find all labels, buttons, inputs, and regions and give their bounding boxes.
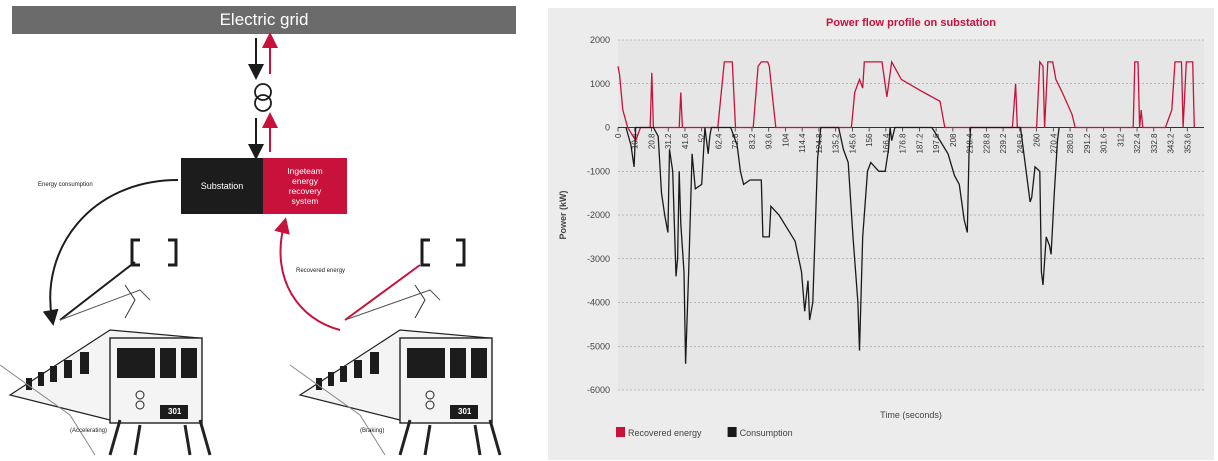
y-tick-label: -2000 (587, 210, 610, 220)
x-tick-label: 239.2 (999, 133, 1008, 154)
right-train-number: 301 (458, 407, 472, 416)
x-tick-label: 208 (949, 133, 958, 147)
x-tick-label: 260 (1033, 133, 1042, 147)
x-tick-label: 312 (1116, 133, 1125, 147)
transformer-icon (254, 83, 272, 112)
x-tick-label: 20.8 (647, 133, 656, 149)
y-tick-label: -5000 (587, 341, 610, 351)
recovery-line (344, 264, 421, 321)
series-line-recovered-energy (617, 59, 1195, 143)
diagram-graphics (0, 32, 502, 456)
x-tick-label: 197.6 (932, 133, 941, 154)
x-tick-label: 104 (781, 133, 790, 147)
x-tick-label: 83.2 (748, 133, 757, 149)
x-tick-label: 0 (614, 133, 623, 138)
consumption-arrow (42, 179, 179, 326)
x-axis-label: Time (seconds) (880, 410, 942, 420)
electric-grid-label: Electric grid (219, 10, 309, 29)
x-tick-label: 353.6 (1183, 133, 1192, 154)
x-tick-label: 301.6 (1100, 133, 1109, 154)
x-tick-label: 270.4 (1049, 133, 1058, 154)
left-train-caption: (Accelerating) (70, 428, 108, 434)
left-train-number: 301 (168, 407, 182, 416)
right-bracket-icon (420, 238, 466, 267)
recovered-energy-label: Recovered energy (296, 268, 346, 274)
x-tick-label: 291.2 (1083, 133, 1092, 154)
x-tick-label: 187.2 (915, 133, 924, 154)
x-tick-label: 322.4 (1133, 133, 1142, 154)
x-tick-label: 228.8 (982, 133, 991, 154)
x-tick-label: 31.2 (664, 133, 673, 149)
x-tick-label: 176.8 (899, 133, 908, 154)
x-tick-label: 156 (865, 133, 874, 147)
left-bracket-icon (130, 238, 178, 267)
legend-label: Consumption (740, 428, 793, 438)
x-tick-label: 41.6 (681, 133, 690, 149)
right-train-caption: (Braking) (360, 428, 385, 434)
legend-swatch (727, 427, 737, 437)
x-tick-label: 343.2 (1167, 133, 1176, 154)
energy-recovery-label: Ingeteam energy recovery system (287, 166, 323, 206)
chart-title: Power flow profile on substation (826, 17, 996, 29)
right-train-icon (289, 284, 502, 456)
x-tick-label: 52 (698, 133, 707, 142)
legend-swatch (616, 427, 625, 437)
recovery-arrow (274, 217, 341, 331)
y-tick-label: -3000 (587, 254, 610, 264)
x-tick-label: 62.4 (714, 133, 723, 149)
x-tick-label: 166.4 (882, 133, 891, 154)
energy-consumption-label: Energy consumption (38, 182, 93, 188)
x-tick-label: 93.6 (765, 133, 774, 149)
y-tick-label: 1000 (590, 79, 610, 89)
x-tick-label: 145.6 (848, 133, 857, 154)
x-tick-label: 114.4 (798, 133, 807, 153)
x-tick-label: 249.6 (1016, 133, 1025, 154)
y-axis-label: Power (kW) (558, 190, 568, 239)
electric-grid-bar: Electric grid (12, 6, 516, 34)
chart-panel: Power flow profile on substation 2000 1000… (548, 8, 1214, 460)
y-tick-label: 2000 (590, 35, 610, 45)
y-tick-label: -1000 (587, 166, 610, 176)
power-flow-chart: Power flow profile on substation 2000 1000… (558, 17, 1204, 438)
x-tick-label: 280.8 (1066, 133, 1075, 154)
y-tick-label: -4000 (587, 298, 610, 308)
substation-box: Substation (181, 158, 263, 214)
series-line-consumption (625, 126, 1060, 364)
legend-label: Recovered energy (628, 428, 702, 438)
substation-label: Substation (200, 181, 244, 191)
y-tick-label: -6000 (587, 385, 610, 395)
y-tick-label: 0 (605, 123, 610, 133)
x-tick-label: 332.8 (1150, 133, 1159, 154)
x-tick-label: 135.2 (832, 133, 841, 154)
consumption-line (59, 261, 136, 321)
energy-recovery-box: Ingeteam energy recovery system (263, 158, 347, 214)
left-train-icon (0, 284, 212, 456)
